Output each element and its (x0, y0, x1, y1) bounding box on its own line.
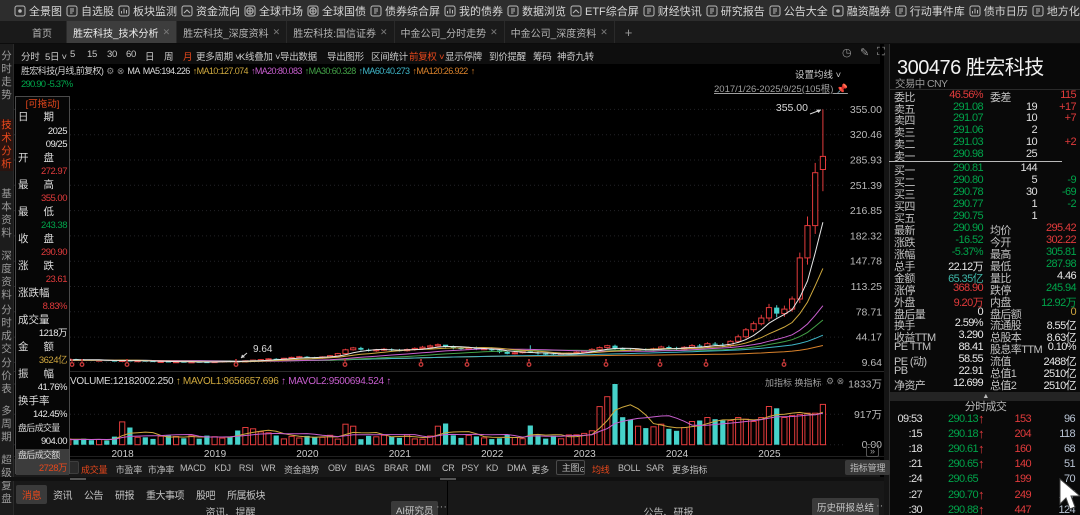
svg-text:2024: 2024 (666, 449, 689, 460)
svg-text:78.71: 78.71 (856, 306, 882, 318)
svg-text:320.46: 320.46 (850, 129, 882, 141)
svg-text:147.78: 147.78 (850, 256, 882, 268)
svg-text:2022: 2022 (481, 449, 504, 460)
svg-text:2025: 2025 (758, 449, 781, 460)
svg-text:2018: 2018 (112, 449, 135, 460)
svg-text:355.00: 355.00 (776, 102, 808, 114)
svg-text:1833万: 1833万 (848, 379, 882, 391)
svg-text:2021: 2021 (389, 449, 412, 460)
svg-text:216.85: 216.85 (850, 205, 882, 217)
svg-text:2020: 2020 (296, 449, 319, 460)
svg-text:44.17: 44.17 (856, 332, 882, 344)
svg-text:251.39: 251.39 (850, 180, 882, 192)
svg-text:917万: 917万 (854, 409, 882, 421)
svg-text:2023: 2023 (574, 449, 597, 460)
svg-text:285.93: 285.93 (850, 155, 882, 167)
svg-text:9.64: 9.64 (253, 344, 273, 355)
svg-text:2019: 2019 (204, 449, 227, 460)
svg-text:182.32: 182.32 (850, 230, 882, 242)
svg-text:113.25: 113.25 (851, 281, 882, 293)
svg-text:355.00: 355.00 (850, 104, 882, 116)
svg-text:9.64: 9.64 (862, 357, 883, 369)
